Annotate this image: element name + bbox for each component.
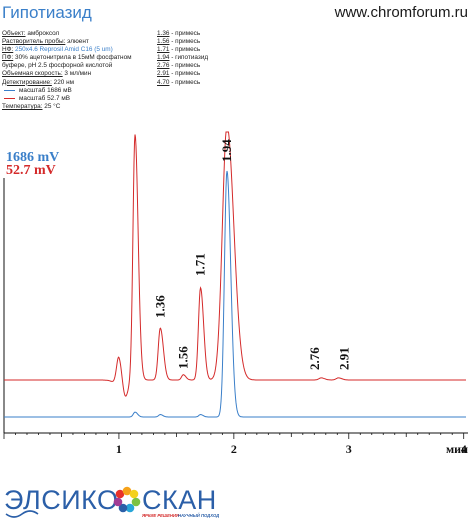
flow-row: Объемная скорость: 3 мл/мин	[2, 70, 132, 78]
solvent-row: Растворитель пробы: элюент	[2, 38, 132, 46]
temperature-value: 25 °C	[44, 102, 61, 110]
peak-list-rt: 2.76	[157, 62, 170, 70]
peak-list-rt: 2.91	[157, 70, 170, 78]
conditions-block: Объект: амброксол Растворитель пробы: эл…	[2, 30, 132, 111]
mobile-row-2: буфере, pH 2.5 фосфорной кислотой	[2, 62, 113, 70]
peak-label: 1.36	[152, 295, 167, 318]
solvent-value: элюент	[67, 38, 89, 46]
object-row: Объект: амброксол	[2, 30, 132, 38]
site-url[interactable]: www.chromforum.ru	[334, 4, 468, 21]
peak-list-item: 1.56 - примесь	[157, 38, 208, 46]
stationary-label: НФ:	[2, 46, 14, 54]
peak-list-name: - гипотиазид	[171, 54, 209, 62]
x-tick-label: 3	[346, 442, 352, 456]
peak-list-item: 2.76 - примесь	[157, 62, 208, 70]
peak-list-name: - примесь	[171, 38, 201, 46]
peak-label: 2.91	[336, 347, 351, 370]
logo-slogan-red: ЯРКИЕ РЕШЕНИЯ	[141, 513, 180, 518]
scale-red-label: 52.7 mV	[6, 163, 56, 178]
logo-slogan-blue: НАУЧНЫЙ ПОДХОД	[178, 513, 219, 518]
legend-blue-text: масштаб 1686 мВ	[19, 86, 72, 94]
peak-list-item: 1.94 - гипотиазид	[157, 54, 208, 62]
detection-label: Детектирование:	[2, 78, 52, 86]
object-label: Объект:	[2, 30, 26, 37]
series-red-trace	[4, 131, 466, 397]
x-tick-label: 1	[116, 442, 122, 456]
peak-list: 1.36 - примесь 1.56 - примесь 1.71 - при…	[157, 30, 208, 87]
peak-list-item: 1.36 - примесь	[157, 30, 208, 38]
legend-red-text: масштаб 52.7 мВ	[19, 94, 70, 102]
series-blue-trace	[4, 170, 466, 418]
peak-label: 1.56	[175, 346, 190, 369]
detection-row: Детектирование: 220 нм	[2, 79, 132, 87]
peak-list-item: 4.70 - примесь	[157, 79, 208, 87]
flow-value: 3 мл/мин	[64, 70, 92, 78]
peak-list-name: - примесь	[171, 62, 201, 70]
peak-labels: 1.361.561.711.942.762.914.70	[152, 139, 351, 370]
logo-scan-text: СКАН	[142, 485, 217, 515]
chart-axes	[3, 178, 468, 434]
legend-blue-line	[4, 90, 15, 92]
solvent-label: Растворитель пробы:	[2, 38, 66, 46]
flow-label: Объемная скорость:	[2, 70, 63, 78]
chart-title: Гипотиазид	[2, 3, 92, 22]
peak-label: 1.94	[219, 139, 234, 162]
peak-list-rt: 1.56	[157, 38, 170, 46]
x-tick-label: 4	[461, 442, 467, 456]
legend-red-line	[4, 98, 15, 100]
company-logo: ЭЛСИКО СКАН ЯРКИЕ РЕШЕНИЯ НАУЧНЫЙ ПОДХОД	[4, 485, 219, 518]
mobile-row-1: ПФ: 30% ацетонитрила в 15мМ фосфатном	[2, 54, 132, 62]
object-value: амброксол	[27, 30, 60, 37]
peak-list-name: - примесь	[171, 30, 201, 37]
mobile-label: ПФ:	[2, 54, 14, 62]
peak-list-item: 2.91 - примесь	[157, 70, 208, 78]
peak-list-rt: 1.94	[157, 54, 170, 62]
peak-list-item: 1.71 - примесь	[157, 46, 208, 54]
scale-blue-label: 1686 mV	[6, 150, 60, 165]
logo-wave-icon	[5, 510, 39, 518]
peak-label: 2.76	[307, 347, 322, 370]
legend-red: масштаб 52.7 мВ	[2, 95, 132, 103]
temperature-label: Температура:	[2, 102, 43, 110]
detection-value: 220 нм	[53, 78, 75, 86]
peak-list-rt: 1.36	[157, 30, 170, 37]
logo-elsiko-text: ЭЛСИКО	[4, 485, 119, 515]
peak-list-rt: 1.71	[157, 46, 170, 54]
stationary-value: 250x4.6 Reprosil Amid C16 (5 um)	[15, 46, 113, 54]
peak-list-name: - примесь	[171, 70, 201, 78]
legend-blue: масштаб 1686 мВ	[2, 87, 132, 95]
peak-list-name: - примесь	[171, 46, 201, 54]
peak-list-rt: 4.70	[157, 78, 170, 86]
peak-label: 1.71	[193, 253, 208, 276]
logo-petals-icon	[113, 486, 141, 513]
mobile-value: 30% ацетонитрила в 15мМ фосфатном	[15, 54, 132, 62]
peak-list-name: - примесь	[171, 78, 201, 86]
temperature-row: Температура: 25 °C	[2, 103, 132, 111]
x-axis-label: мин	[446, 442, 468, 456]
x-tick-label: 2	[231, 442, 237, 456]
stationary-row: НФ: 250x4.6 Reprosil Amid C16 (5 um)	[2, 46, 132, 54]
